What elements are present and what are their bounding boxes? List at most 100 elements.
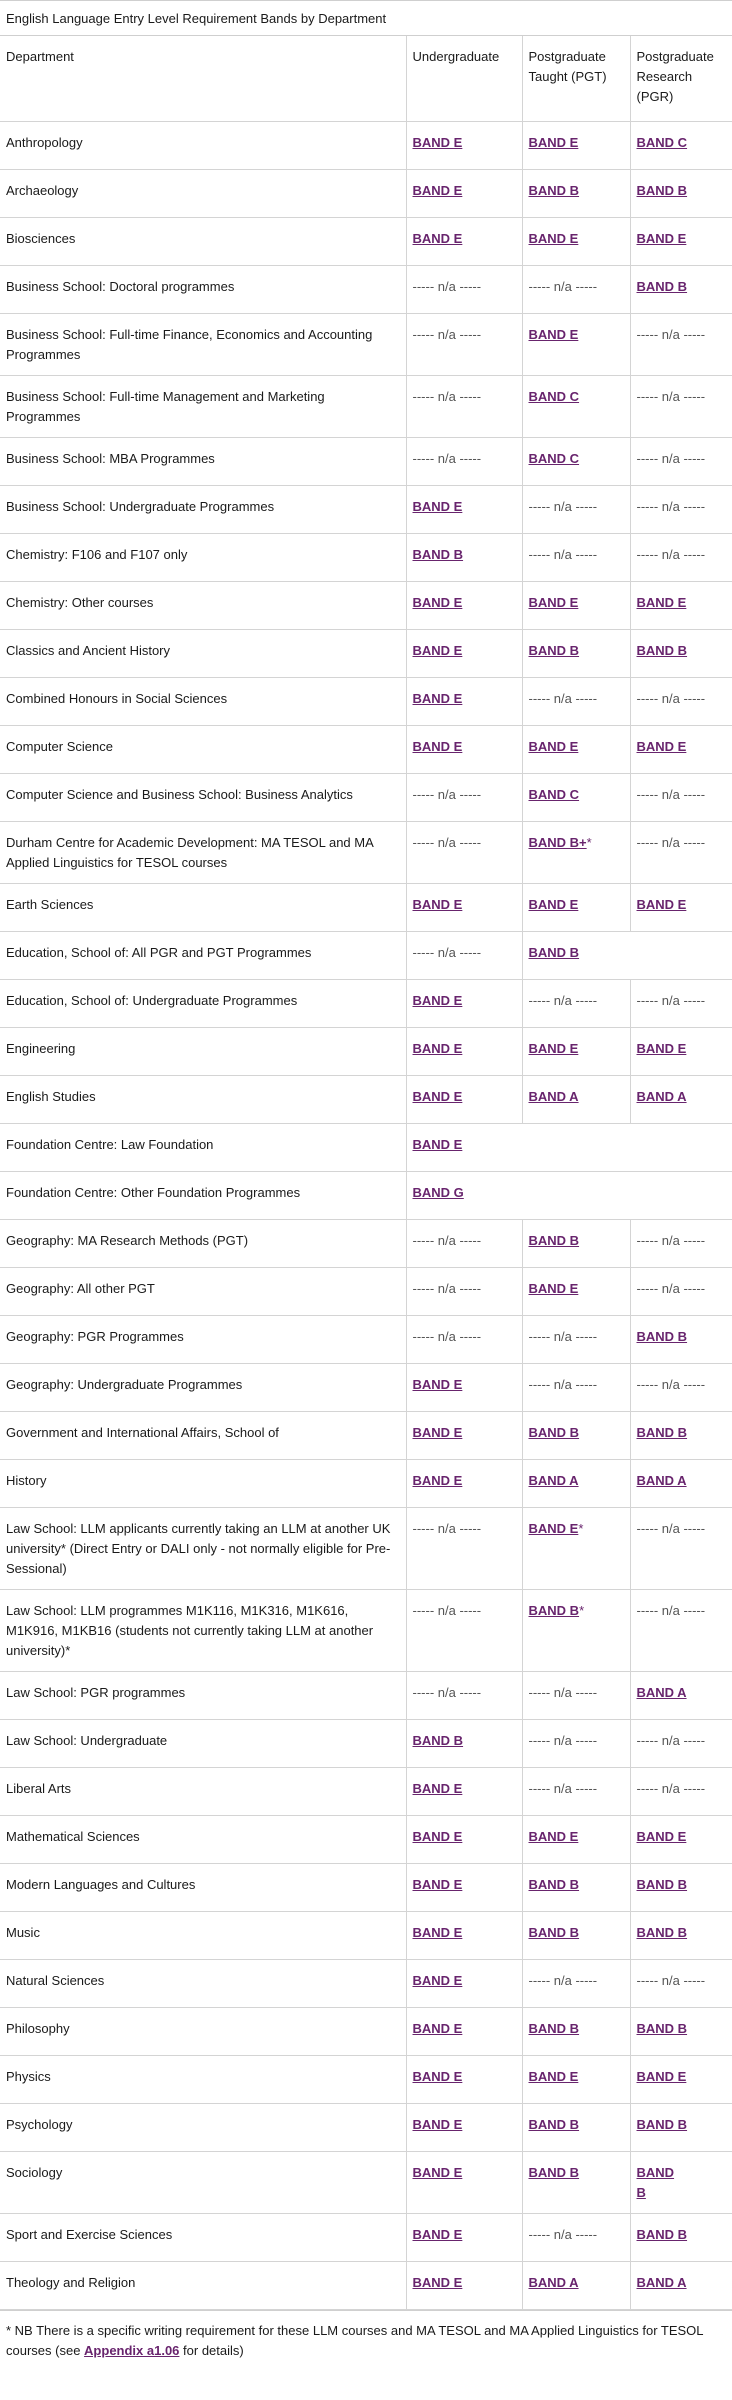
band-link[interactable]: BAND B (636, 1425, 688, 1440)
band-link[interactable]: BAND B (528, 183, 580, 198)
band-link[interactable]: BAND B (528, 2117, 580, 2132)
band-link[interactable]: BAND B (528, 1603, 580, 1618)
band-link[interactable]: BAND B (636, 1329, 688, 1344)
band-link[interactable]: BAND B (528, 643, 580, 658)
band-link[interactable]: BAND B (528, 2021, 580, 2036)
cell-undergraduate: ----- n/a ----- (405, 1671, 522, 1720)
band-link[interactable]: BAND E (528, 897, 579, 912)
band-link[interactable]: BAND E (528, 595, 579, 610)
band-link[interactable]: BAND C (636, 135, 688, 150)
band-link[interactable]: BAND A (636, 1685, 687, 1700)
band-link[interactable]: BAND B+ (528, 835, 587, 850)
band-link[interactable]: BAND B (528, 945, 580, 960)
band-link[interactable]: BAND B (636, 279, 688, 294)
band-link[interactable]: BAND E (412, 993, 463, 1008)
band-link[interactable]: BAND B (528, 1877, 580, 1892)
band-link[interactable]: BAND B (636, 2117, 688, 2132)
band-link[interactable]: BAND B (636, 2227, 688, 2242)
cell-undergraduate: BAND E (405, 2007, 522, 2056)
band-link[interactable]: BAND B (528, 1233, 580, 1248)
band-link[interactable]: BAND E (412, 897, 463, 912)
band-link[interactable]: BAND B (636, 1877, 688, 1892)
band-link[interactable]: BAND E (528, 739, 579, 754)
band-link[interactable]: BAND E (412, 1089, 463, 1104)
band-link[interactable]: BAND A (636, 1089, 687, 1104)
band-link[interactable]: BAND E (412, 691, 463, 706)
band-link[interactable]: BAND E (528, 135, 579, 150)
band-link[interactable]: BAND E (412, 739, 463, 754)
cell-postgraduate-taught: BAND B (521, 1911, 630, 1960)
band-link[interactable]: BAND A (528, 1089, 579, 1104)
band-link[interactable]: BAND A (528, 1473, 579, 1488)
appendix-link[interactable]: Appendix a1.06 (84, 2343, 180, 2358)
band-link[interactable]: BAND E (412, 1973, 463, 1988)
cell-department: History (0, 1459, 406, 1508)
band-link[interactable]: BAND B (636, 643, 688, 658)
band-link[interactable]: BAND E (412, 595, 463, 610)
band-link[interactable]: BAND E (636, 595, 687, 610)
band-link[interactable]: BAND E (412, 2275, 463, 2290)
band-link[interactable]: BAND B (636, 2021, 688, 2036)
band-link[interactable]: BAND E (636, 1041, 687, 1056)
band-link[interactable]: BAND E (412, 1041, 463, 1056)
band-link[interactable]: BAND E (412, 2021, 463, 2036)
band-link[interactable]: BAND E (528, 1281, 579, 1296)
band-link[interactable]: BAND E (636, 739, 687, 754)
band-link[interactable]: BAND E (412, 2165, 463, 2180)
cell-postgraduate-research: ----- n/a ----- (629, 979, 732, 1028)
band-link[interactable]: BAND A (636, 1473, 687, 1488)
cell-undergraduate: BAND E (405, 2151, 522, 2214)
band-link[interactable]: BAND E (412, 1877, 463, 1892)
band-link[interactable]: BAND E (412, 2069, 463, 2084)
cell-department: Business School: Undergraduate Programme… (0, 485, 406, 534)
band-link[interactable]: BAND E (636, 897, 687, 912)
cell-undergraduate: ----- n/a ----- (405, 1507, 522, 1590)
cell-postgraduate-taught: BAND E (521, 1027, 630, 1076)
band-link[interactable]: BAND E (528, 1829, 579, 1844)
cell-postgraduate-research: BAND E (629, 1027, 732, 1076)
table-row: Psychology BAND E BAND B BAND B (0, 2103, 732, 2152)
table-row: Anthropology BAND E BAND E BAND C (0, 121, 732, 170)
band-link[interactable]: BAND G (412, 1185, 464, 1200)
band-link[interactable]: BAND E (412, 1829, 463, 1844)
band-link[interactable]: BAND E (412, 1137, 463, 1152)
band-link[interactable]: BAND E (412, 1781, 463, 1796)
band-link[interactable]: BAND A (528, 2275, 579, 2290)
band-link[interactable]: BAND B (528, 1925, 580, 1940)
band-link[interactable]: BAND E (528, 1041, 579, 1056)
band-link[interactable]: BAND E (412, 135, 463, 150)
not-applicable-text: ----- n/a ----- (412, 1329, 482, 1344)
band-link[interactable]: BAND C (528, 787, 580, 802)
band-link[interactable]: BAND E (412, 2117, 463, 2132)
band-link[interactable]: BAND E (528, 327, 579, 342)
table-row: Physics BAND E BAND E BAND E (0, 2055, 732, 2104)
band-link[interactable]: BAND B (412, 1733, 464, 1748)
band-link[interactable]: BAND E (412, 183, 463, 198)
not-applicable-text: ----- n/a ----- (636, 691, 706, 706)
band-link[interactable]: BAND B (528, 1425, 580, 1440)
band-link[interactable]: BAND E (636, 1829, 687, 1844)
band-link[interactable]: BAND E (528, 231, 579, 246)
cell-postgraduate-research: ----- n/a ----- (629, 1719, 732, 1768)
band-link[interactable]: BAND C (528, 389, 580, 404)
band-link[interactable]: BAND E (412, 2227, 463, 2242)
cell-postgraduate-taught: ----- n/a ----- (521, 1671, 630, 1720)
band-link[interactable]: BAND B (636, 1925, 688, 1940)
band-link[interactable]: BAND E (412, 1425, 463, 1440)
band-link[interactable]: BAND C (528, 451, 580, 466)
band-link[interactable]: BAND E (636, 2069, 687, 2084)
band-link[interactable]: BAND B (528, 2165, 580, 2180)
band-link[interactable]: BAND B (412, 547, 464, 562)
band-link[interactable]: BAND A (636, 2275, 687, 2290)
band-link[interactable]: BAND E (528, 2069, 579, 2084)
band-link[interactable]: BAND B (636, 183, 688, 198)
band-link[interactable]: BAND B (636, 2165, 675, 2200)
band-link[interactable]: BAND E (528, 1521, 579, 1536)
band-link[interactable]: BAND E (412, 643, 463, 658)
band-link[interactable]: BAND E (636, 231, 687, 246)
band-link[interactable]: BAND E (412, 231, 463, 246)
band-link[interactable]: BAND E (412, 499, 463, 514)
band-link[interactable]: BAND E (412, 1377, 463, 1392)
band-link[interactable]: BAND E (412, 1925, 463, 1940)
band-link[interactable]: BAND E (412, 1473, 463, 1488)
